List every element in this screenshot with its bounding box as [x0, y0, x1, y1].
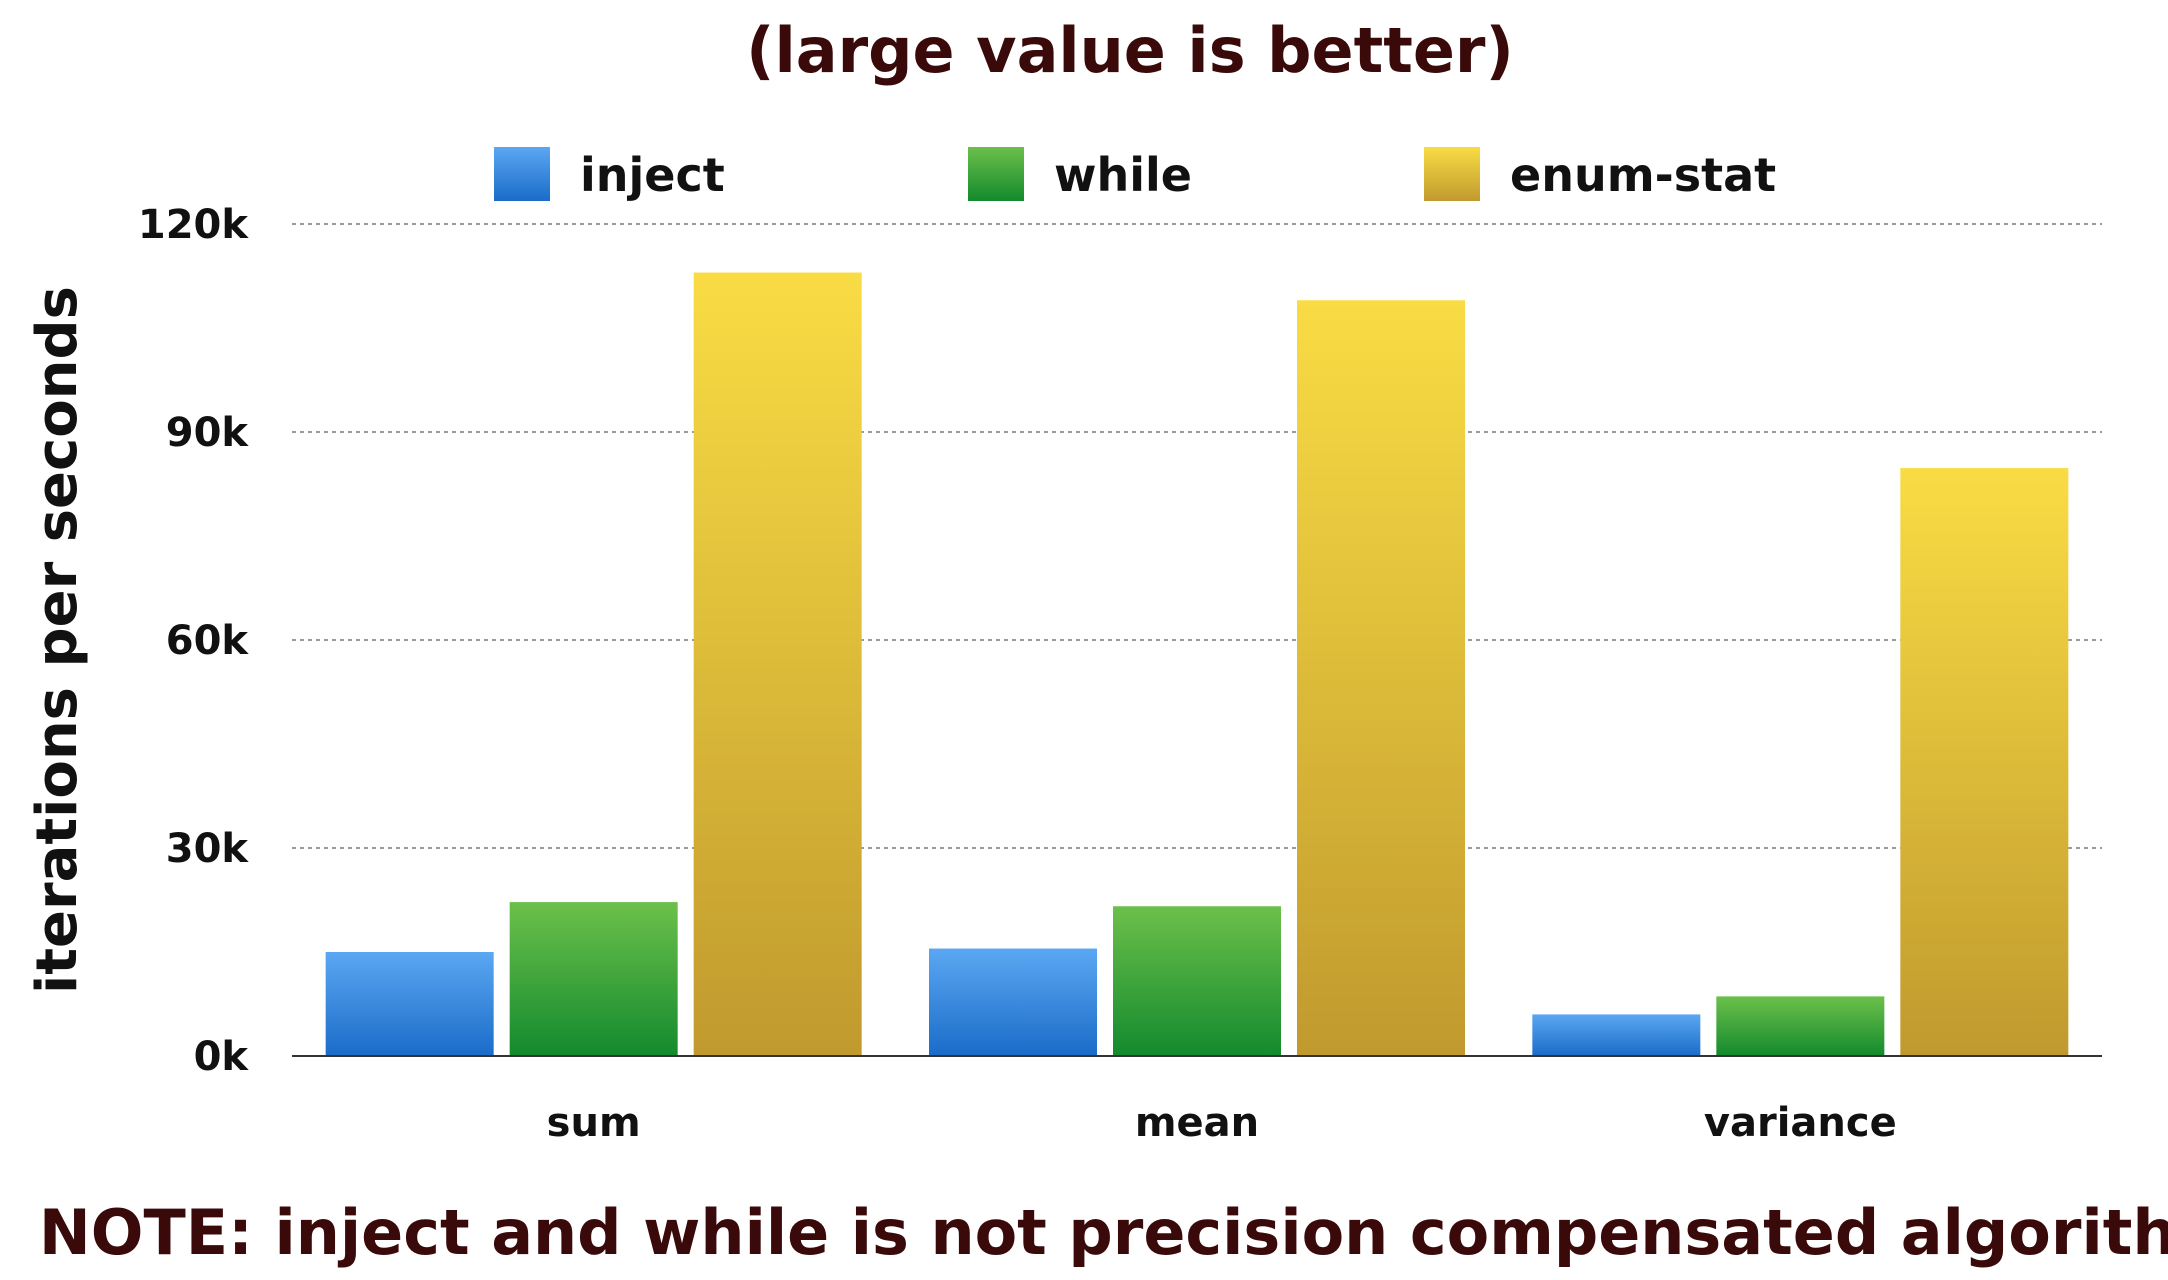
legend-swatch-enum-stat	[1424, 147, 1480, 201]
x-tick-label: sum	[547, 1100, 641, 1146]
y-tick-label: 60k	[166, 618, 250, 664]
y-axis-ticks: 0k 30k 60k 90k 120k	[138, 202, 250, 1080]
bar-while-variance	[1716, 996, 1885, 1056]
legend: inject while enum-stat	[494, 147, 1776, 202]
bar-inject-mean	[929, 948, 1097, 1056]
bar-enum-stat-sum	[693, 272, 862, 1056]
bar-while-mean	[1113, 906, 1281, 1056]
bar-enum-stat-mean	[1297, 300, 1465, 1056]
legend-swatch-inject	[494, 147, 550, 201]
bars	[325, 272, 2069, 1056]
bar-inject-variance	[1532, 1014, 1701, 1056]
chart-note: NOTE: inject and while is not precision …	[39, 1196, 2168, 1269]
legend-label-enum-stat: enum-stat	[1510, 148, 1776, 202]
x-axis-categories: sum mean variance	[547, 1100, 1897, 1146]
y-tick-label: 0k	[194, 1034, 250, 1080]
x-tick-label: mean	[1135, 1100, 1259, 1146]
bar-while-sum	[509, 902, 678, 1056]
legend-swatch-while	[968, 147, 1024, 201]
legend-label-while: while	[1054, 148, 1192, 202]
x-tick-label: variance	[1704, 1100, 1897, 1146]
grid-lines	[292, 223, 2102, 849]
bar-enum-stat-variance	[1900, 468, 2069, 1056]
y-tick-label: 120k	[138, 202, 249, 248]
chart-title: (large value is better)	[746, 14, 1514, 87]
y-tick-label: 90k	[166, 410, 250, 456]
bar-inject-sum	[325, 952, 494, 1056]
y-axis-label: iterations per seconds	[25, 286, 90, 994]
legend-label-inject: inject	[580, 148, 725, 202]
y-tick-label: 30k	[166, 826, 250, 872]
